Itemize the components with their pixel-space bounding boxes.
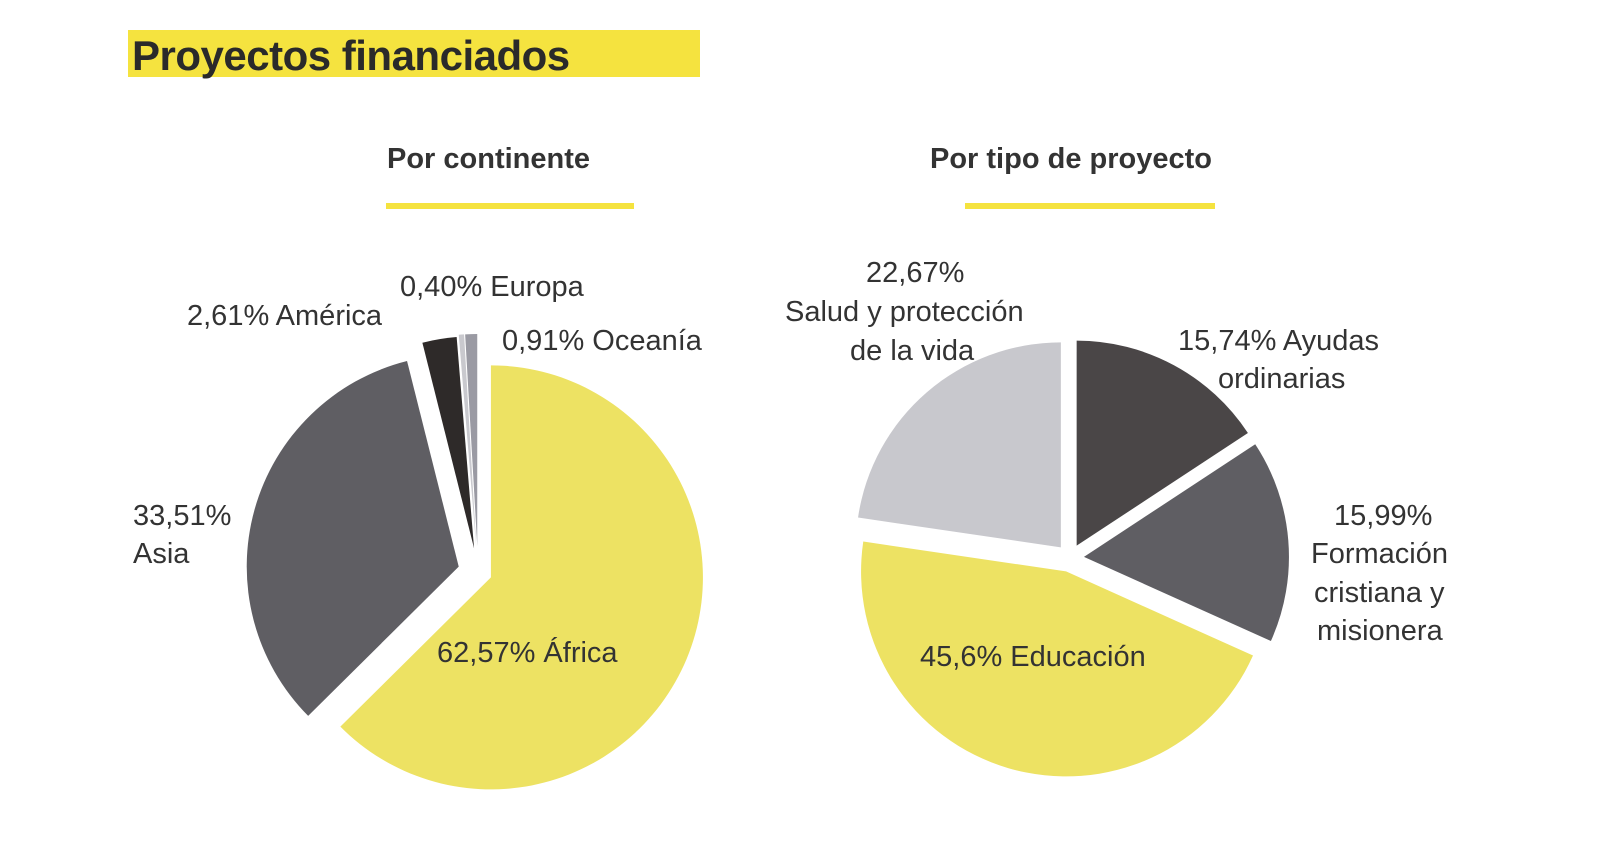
- pie-slice-américa: [422, 337, 475, 549]
- page-title-highlight: Proyectos financiados: [128, 30, 700, 79]
- data-label-america: 2,61% América: [187, 300, 383, 332]
- data-label-oceania: 0,91% Oceanía: [502, 325, 702, 357]
- pie-slice-oceanía: [465, 334, 478, 547]
- pie-slice-asia: [246, 361, 459, 716]
- data-label-ayudas: 15,74% Ayudas: [1178, 325, 1380, 357]
- pie-slice-áfrica: [340, 365, 703, 790]
- pie-slice-salud-y-protección-de-la-vida: [858, 342, 1061, 548]
- data-label-salud: de la vida: [850, 335, 975, 367]
- data-label-ayudas: ordinarias: [1218, 363, 1346, 395]
- page-title: Proyectos financiados: [132, 32, 570, 79]
- data-label-salud: Salud y protección: [785, 296, 1024, 328]
- data-label-formacion: Formación: [1311, 538, 1448, 570]
- pie-slice-educación: [861, 541, 1254, 777]
- data-label-asia-name: Asia: [133, 538, 190, 570]
- data-label-educacion: 45,6% Educación: [920, 641, 1146, 673]
- data-label-africa: 62,57% África: [437, 637, 618, 669]
- pie-slice-europa: [458, 334, 477, 547]
- data-label-formacion: misionera: [1317, 615, 1443, 647]
- data-label-salud: 22,67%: [866, 257, 965, 289]
- data-label-formacion: 15,99%: [1334, 500, 1433, 532]
- data-label-europa: 0,40% Europa: [400, 271, 584, 303]
- data-label-formacion: cristiana y: [1314, 577, 1445, 609]
- pie-slice-formación-cristiana-y-misionera: [1083, 444, 1289, 642]
- pie-slice-ayudas-ordinarias: [1076, 340, 1248, 546]
- data-label-asia-pct: 33,51%: [133, 500, 232, 532]
- title-underline: [386, 203, 634, 209]
- title-underline: [965, 203, 1215, 209]
- chart-title-type: Por tipo de proyecto: [930, 143, 1212, 175]
- chart-title-continent: Por continente: [387, 143, 591, 175]
